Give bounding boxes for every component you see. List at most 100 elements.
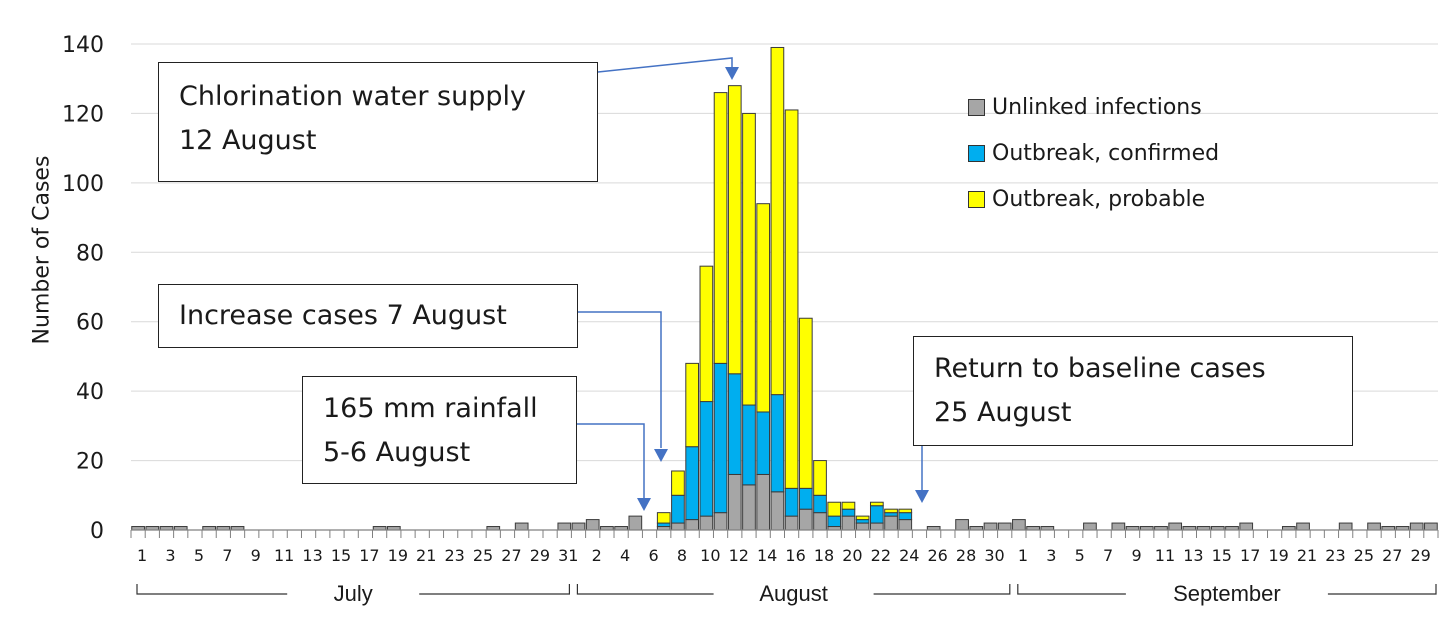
x-tick-label: 11 xyxy=(1155,546,1175,565)
bar-probable xyxy=(685,362,700,448)
bar-confirmed xyxy=(855,519,870,524)
bar-confirmed xyxy=(727,373,742,475)
bar-unlinked xyxy=(756,473,771,531)
x-tick-label: 27 xyxy=(1382,546,1402,565)
bar-unlinked xyxy=(514,522,529,531)
bar-unlinked xyxy=(1111,522,1126,531)
x-tick-label: 17 xyxy=(359,546,379,565)
bar-probable xyxy=(713,92,728,364)
bar-confirmed xyxy=(798,487,813,510)
bar-probable xyxy=(898,508,913,514)
bar-unlinked xyxy=(742,484,756,531)
bar-unlinked xyxy=(1409,522,1424,531)
annotation-connector xyxy=(577,423,645,498)
bar-unlinked xyxy=(628,515,643,531)
month-bracket-left xyxy=(576,584,714,595)
x-tick-label: 13 xyxy=(1183,546,1203,565)
bar-unlinked xyxy=(1338,522,1353,531)
bar-probable xyxy=(841,501,856,510)
x-tick-label: 12 xyxy=(729,546,749,565)
bar-confirmed xyxy=(813,494,827,514)
annotation-baseline-line2: 25 August xyxy=(934,397,1072,428)
annotation-chlorination-line1: Chlorination water supply xyxy=(179,81,526,112)
month-bracket-right xyxy=(419,584,571,595)
annotation-increase-line1: Increase cases 7 August xyxy=(179,300,507,331)
bar-probable xyxy=(827,501,842,517)
annotation-chlorination-line2: 12 August xyxy=(179,125,317,156)
annotation-rainfall-line2: 5-6 August xyxy=(323,437,471,468)
x-tick-label: 10 xyxy=(700,546,720,565)
bar-probable xyxy=(656,512,671,524)
x-axis: 1 3 5 7 9 11 13 15 17 19 21 23 25 27 29 31 2 4 6 8 10 12 14 16 1… xyxy=(130,529,1439,565)
legend-item-probable: Outbreak, probable xyxy=(968,176,1219,222)
x-tick-label: 29 xyxy=(1411,546,1431,565)
x-tick-label: 25 xyxy=(1354,546,1374,565)
annotation-rainfall: 165 mm rainfall 5-6 August xyxy=(302,376,577,484)
y-tick-label: 40 xyxy=(76,380,104,405)
y-tick-label: 120 xyxy=(62,102,104,127)
x-tick-label: 17 xyxy=(1240,546,1260,565)
legend-swatch-confirmed xyxy=(968,144,985,162)
x-tick-label: 8 xyxy=(677,546,687,565)
x-tick-label: 3 xyxy=(165,546,175,565)
legend-label-probable: Outbreak, probable xyxy=(992,186,1206,212)
bar-confirmed xyxy=(671,494,685,524)
bar-probable xyxy=(855,515,870,521)
bar-probable xyxy=(770,46,785,396)
x-tick-label: 2 xyxy=(592,546,602,565)
x-tick-label: 23 xyxy=(444,546,464,565)
month-label: September xyxy=(1173,581,1281,606)
annotation-rainfall-line1: 165 mm rainfall xyxy=(323,393,538,424)
bar-unlinked xyxy=(784,515,799,531)
x-tick-label: 23 xyxy=(1325,546,1345,565)
annotation-connector xyxy=(578,311,662,448)
annotation-arrows xyxy=(577,57,929,511)
annotation-baseline: Return to baseline cases 25 August xyxy=(913,336,1353,446)
x-tick-label: 21 xyxy=(416,546,436,565)
bar-unlinked xyxy=(671,522,685,531)
bar-unlinked xyxy=(585,519,600,531)
bar-probable xyxy=(813,460,827,496)
x-tick-label: 3 xyxy=(1046,546,1056,565)
bar-unlinked xyxy=(869,522,884,531)
x-tick-label: 1 xyxy=(1018,546,1028,565)
x-tick-label: 5 xyxy=(1075,546,1085,565)
y-tick-label: 60 xyxy=(76,311,104,336)
bar-unlinked xyxy=(855,522,870,531)
arrowhead-icon xyxy=(725,67,739,80)
x-tick-label: 24 xyxy=(899,546,919,565)
x-tick-label: 26 xyxy=(927,546,947,565)
y-axis-ticks: 0 20 40 60 80 100 120 140 xyxy=(62,33,104,544)
bar-unlinked xyxy=(1424,522,1438,531)
month-label: August xyxy=(759,581,828,606)
bar-unlinked xyxy=(557,522,572,531)
bar-unlinked xyxy=(1168,522,1183,531)
x-tick-label: 9 xyxy=(251,546,261,565)
x-tick-label: 21 xyxy=(1297,546,1317,565)
legend-label-unlinked: Unlinked infections xyxy=(992,94,1202,120)
month-bracket-left xyxy=(136,584,288,595)
x-tick-label: 5 xyxy=(194,546,204,565)
month-label: July xyxy=(334,581,373,606)
x-tick-label: 1 xyxy=(137,546,147,565)
bar-probable xyxy=(742,112,756,406)
bar-confirmed xyxy=(884,512,898,517)
x-tick-label: 7 xyxy=(1103,546,1113,565)
arrowhead-icon xyxy=(654,449,668,462)
x-tick-label: 31 xyxy=(558,546,578,565)
bar-confirmed xyxy=(656,522,671,528)
y-tick-label: 140 xyxy=(62,33,104,58)
bar-unlinked xyxy=(898,519,913,531)
y-tick-label: 0 xyxy=(90,519,104,544)
annotation-baseline-line1: Return to baseline cases xyxy=(934,353,1266,384)
bar-confirmed xyxy=(756,411,771,475)
x-tick-label: 15 xyxy=(1212,546,1232,565)
month-labels: July August September xyxy=(136,581,1437,606)
bar-confirmed xyxy=(685,446,700,521)
bar-confirmed xyxy=(827,515,842,528)
x-tick-label: 6 xyxy=(648,546,658,565)
bar-unlinked xyxy=(884,515,898,531)
annotation-increase: Increase cases 7 August xyxy=(158,284,578,348)
bar-unlinked xyxy=(813,512,827,531)
x-tick-label: 22 xyxy=(871,546,891,565)
